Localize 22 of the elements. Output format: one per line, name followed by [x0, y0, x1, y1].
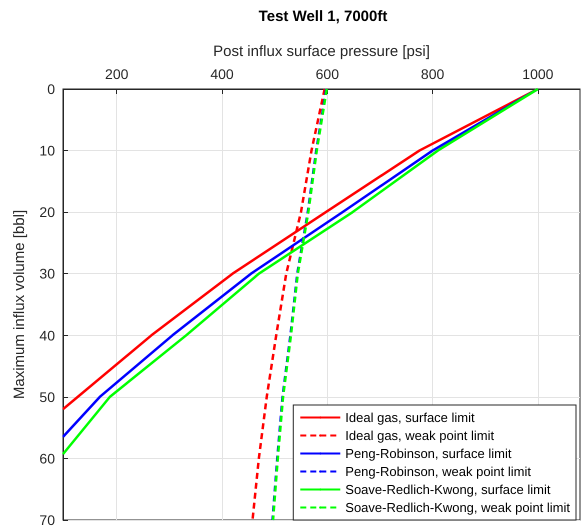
legend-label: Peng-Robinson, surface limit [345, 446, 512, 461]
legend-label: Ideal gas, surface limit [345, 410, 476, 425]
y-tick-label: 40 [39, 327, 56, 344]
y-tick-label: 20 [39, 204, 56, 220]
x-tick-label: 800 [420, 66, 444, 82]
y-tick-label: 30 [39, 266, 56, 282]
y-tick-label: 50 [39, 388, 56, 405]
y-tick-label: 60 [39, 450, 56, 466]
legend-label: Peng-Robinson, weak point limit [345, 464, 532, 479]
y-axis-title: Maximum influx volume [bbl] [11, 210, 28, 400]
y-tick-label: 10 [39, 142, 56, 159]
x-axis-title: Post influx surface pressure [psi] [213, 43, 430, 60]
x-tick-label: 400 [210, 66, 234, 82]
legend-label: Ideal gas, weak point limit [345, 428, 495, 443]
x-tick-label: 600 [316, 66, 340, 82]
legend-label: Soave-Redlich-Kwong, weak point limit [345, 500, 570, 515]
y-tick-label: 70 [39, 512, 56, 528]
x-tick-label: 1000 [522, 66, 554, 82]
x-tick-label: 200 [105, 66, 129, 82]
chart-title: Test Well 1, 7000ft [258, 8, 388, 25]
legend-label: Soave-Redlich-Kwong, surface limit [345, 482, 551, 497]
y-tick-label: 0 [47, 81, 56, 97]
